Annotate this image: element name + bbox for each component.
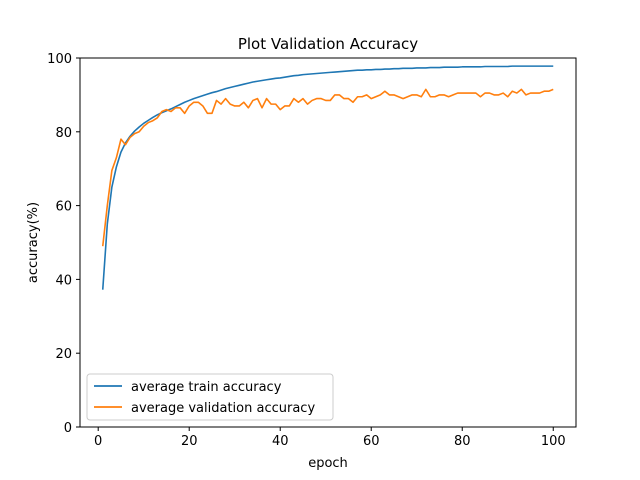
y-tick-label: 100 [47,52,72,67]
y-tick-label: 60 [55,200,72,215]
y-tick-label: 20 [55,347,72,362]
x-tick-label: 20 [181,434,198,449]
legend: average train accuracy average validatio… [86,373,334,421]
series-lines [101,65,554,290]
y-tick-label: 0 [64,421,72,436]
train-accuracy-line [101,65,554,290]
legend-label-validation: average validation accuracy [131,401,315,416]
chart-title: Plot Validation Accuracy [238,35,418,53]
y-tick-label: 80 [55,126,72,141]
y-axis-ticks: 0 20 40 60 80 100 [47,52,80,436]
x-tick-label: 40 [272,434,289,449]
y-tick-label: 40 [55,273,72,288]
plot-area: 0 20 40 60 80 100 0 20 40 60 80 100 [47,52,577,449]
x-tick-label: 100 [541,434,566,449]
validation-accuracy-line [101,88,554,247]
x-tick-label: 80 [454,434,471,449]
x-tick-label: 60 [363,434,380,449]
legend-label-train: average train accuracy [131,380,282,395]
x-axis-label: epoch [308,456,348,471]
axes-frame [79,57,577,428]
legend-box [86,373,334,421]
x-axis-ticks: 0 20 40 60 80 100 [94,427,566,449]
x-tick-label: 0 [94,434,102,449]
y-axis-label: accuracy(%) [26,202,41,283]
